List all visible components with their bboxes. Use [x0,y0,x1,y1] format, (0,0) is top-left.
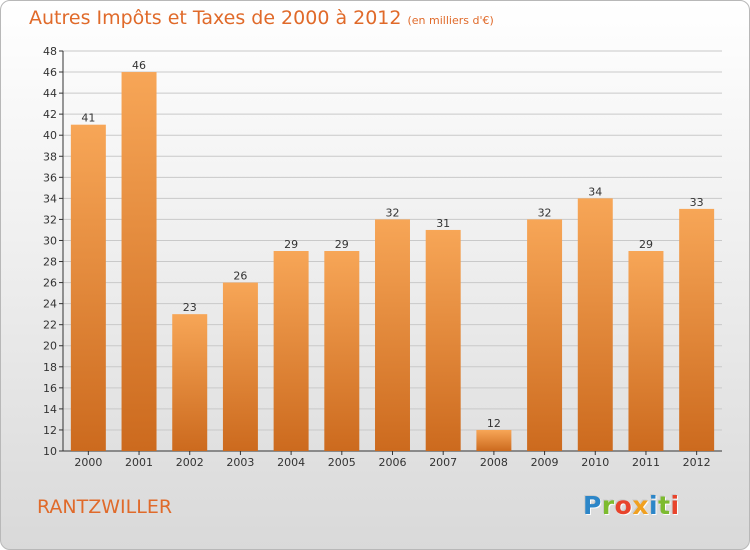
x-tick-label: 2007 [429,456,457,469]
bar-value-label: 32 [538,206,552,219]
x-tick-label: 2012 [683,456,711,469]
y-tick-label: 44 [43,87,57,100]
bar [121,72,157,451]
bar-value-label: 23 [183,301,197,314]
y-tick-label: 36 [43,171,57,184]
bar [527,219,563,451]
y-tick-label: 30 [43,234,57,247]
bar-value-label: 29 [639,238,653,251]
y-tick-label: 38 [43,150,57,163]
x-tick-label: 2001 [125,456,153,469]
y-tick-label: 24 [43,298,57,311]
x-tick-label: 2003 [226,456,254,469]
bar-value-label: 41 [81,112,95,125]
x-tick-label: 2002 [176,456,204,469]
bar [679,208,715,451]
bar [628,251,664,451]
y-tick-label: 12 [43,424,57,437]
x-tick-label: 2005 [328,456,356,469]
x-tick-label: 2009 [531,456,559,469]
chart-title-text: Autres Impôts et Taxes de 2000 à 2012 [29,7,402,29]
logo-letter: r [601,491,615,520]
y-tick-label: 18 [43,361,57,374]
bar [577,198,613,451]
logo-letter: t [658,491,671,520]
y-tick-label: 42 [43,108,57,121]
bar [476,429,512,451]
y-tick-label: 48 [43,45,57,58]
logo-letter: i [670,491,680,520]
y-tick-label: 20 [43,340,57,353]
x-tick-label: 2010 [581,456,609,469]
y-tick-label: 46 [43,66,57,79]
x-tick-label: 2004 [277,456,305,469]
y-tick-label: 40 [43,129,57,142]
bar [172,314,208,451]
y-tick-label: 34 [43,192,57,205]
bar [222,282,258,451]
logo-letter: x [632,491,649,520]
y-tick-label: 10 [43,445,57,458]
bar-value-label: 29 [335,238,349,251]
x-tick-label: 2008 [480,456,508,469]
region-name: RANTZWILLER [37,496,173,518]
logo-letter: i [649,491,659,520]
bar [375,219,410,451]
bar [70,124,106,452]
y-tick-label: 16 [43,382,57,395]
y-tick-label: 32 [43,213,57,226]
bar [425,229,461,451]
chart-title: Autres Impôts et Taxes de 2000 à 2012 (en… [29,7,494,29]
y-tick-label: 28 [43,256,57,269]
bar-value-label: 32 [386,206,400,219]
bar [273,251,309,451]
logo-letter: P [583,491,602,520]
bar-value-label: 34 [588,185,602,198]
bar [324,251,360,451]
y-tick-label: 14 [43,403,57,416]
bar-value-label: 33 [690,196,704,209]
bar-value-label: 26 [233,270,247,283]
x-tick-label: 2000 [74,456,102,469]
chart-subtitle: (en milliers d'€) [407,14,494,27]
proxiti-logo: Proxiti [583,491,680,520]
x-tick-label: 2006 [379,456,407,469]
logo-letter: o [614,491,633,520]
bar-value-label: 46 [132,59,146,72]
y-tick-label: 22 [43,319,57,332]
x-tick-label: 2011 [632,456,660,469]
bar-value-label: 31 [436,217,450,230]
y-tick-label: 26 [43,277,57,290]
bar-value-label: 29 [284,238,298,251]
bar-value-label: 12 [487,417,501,430]
